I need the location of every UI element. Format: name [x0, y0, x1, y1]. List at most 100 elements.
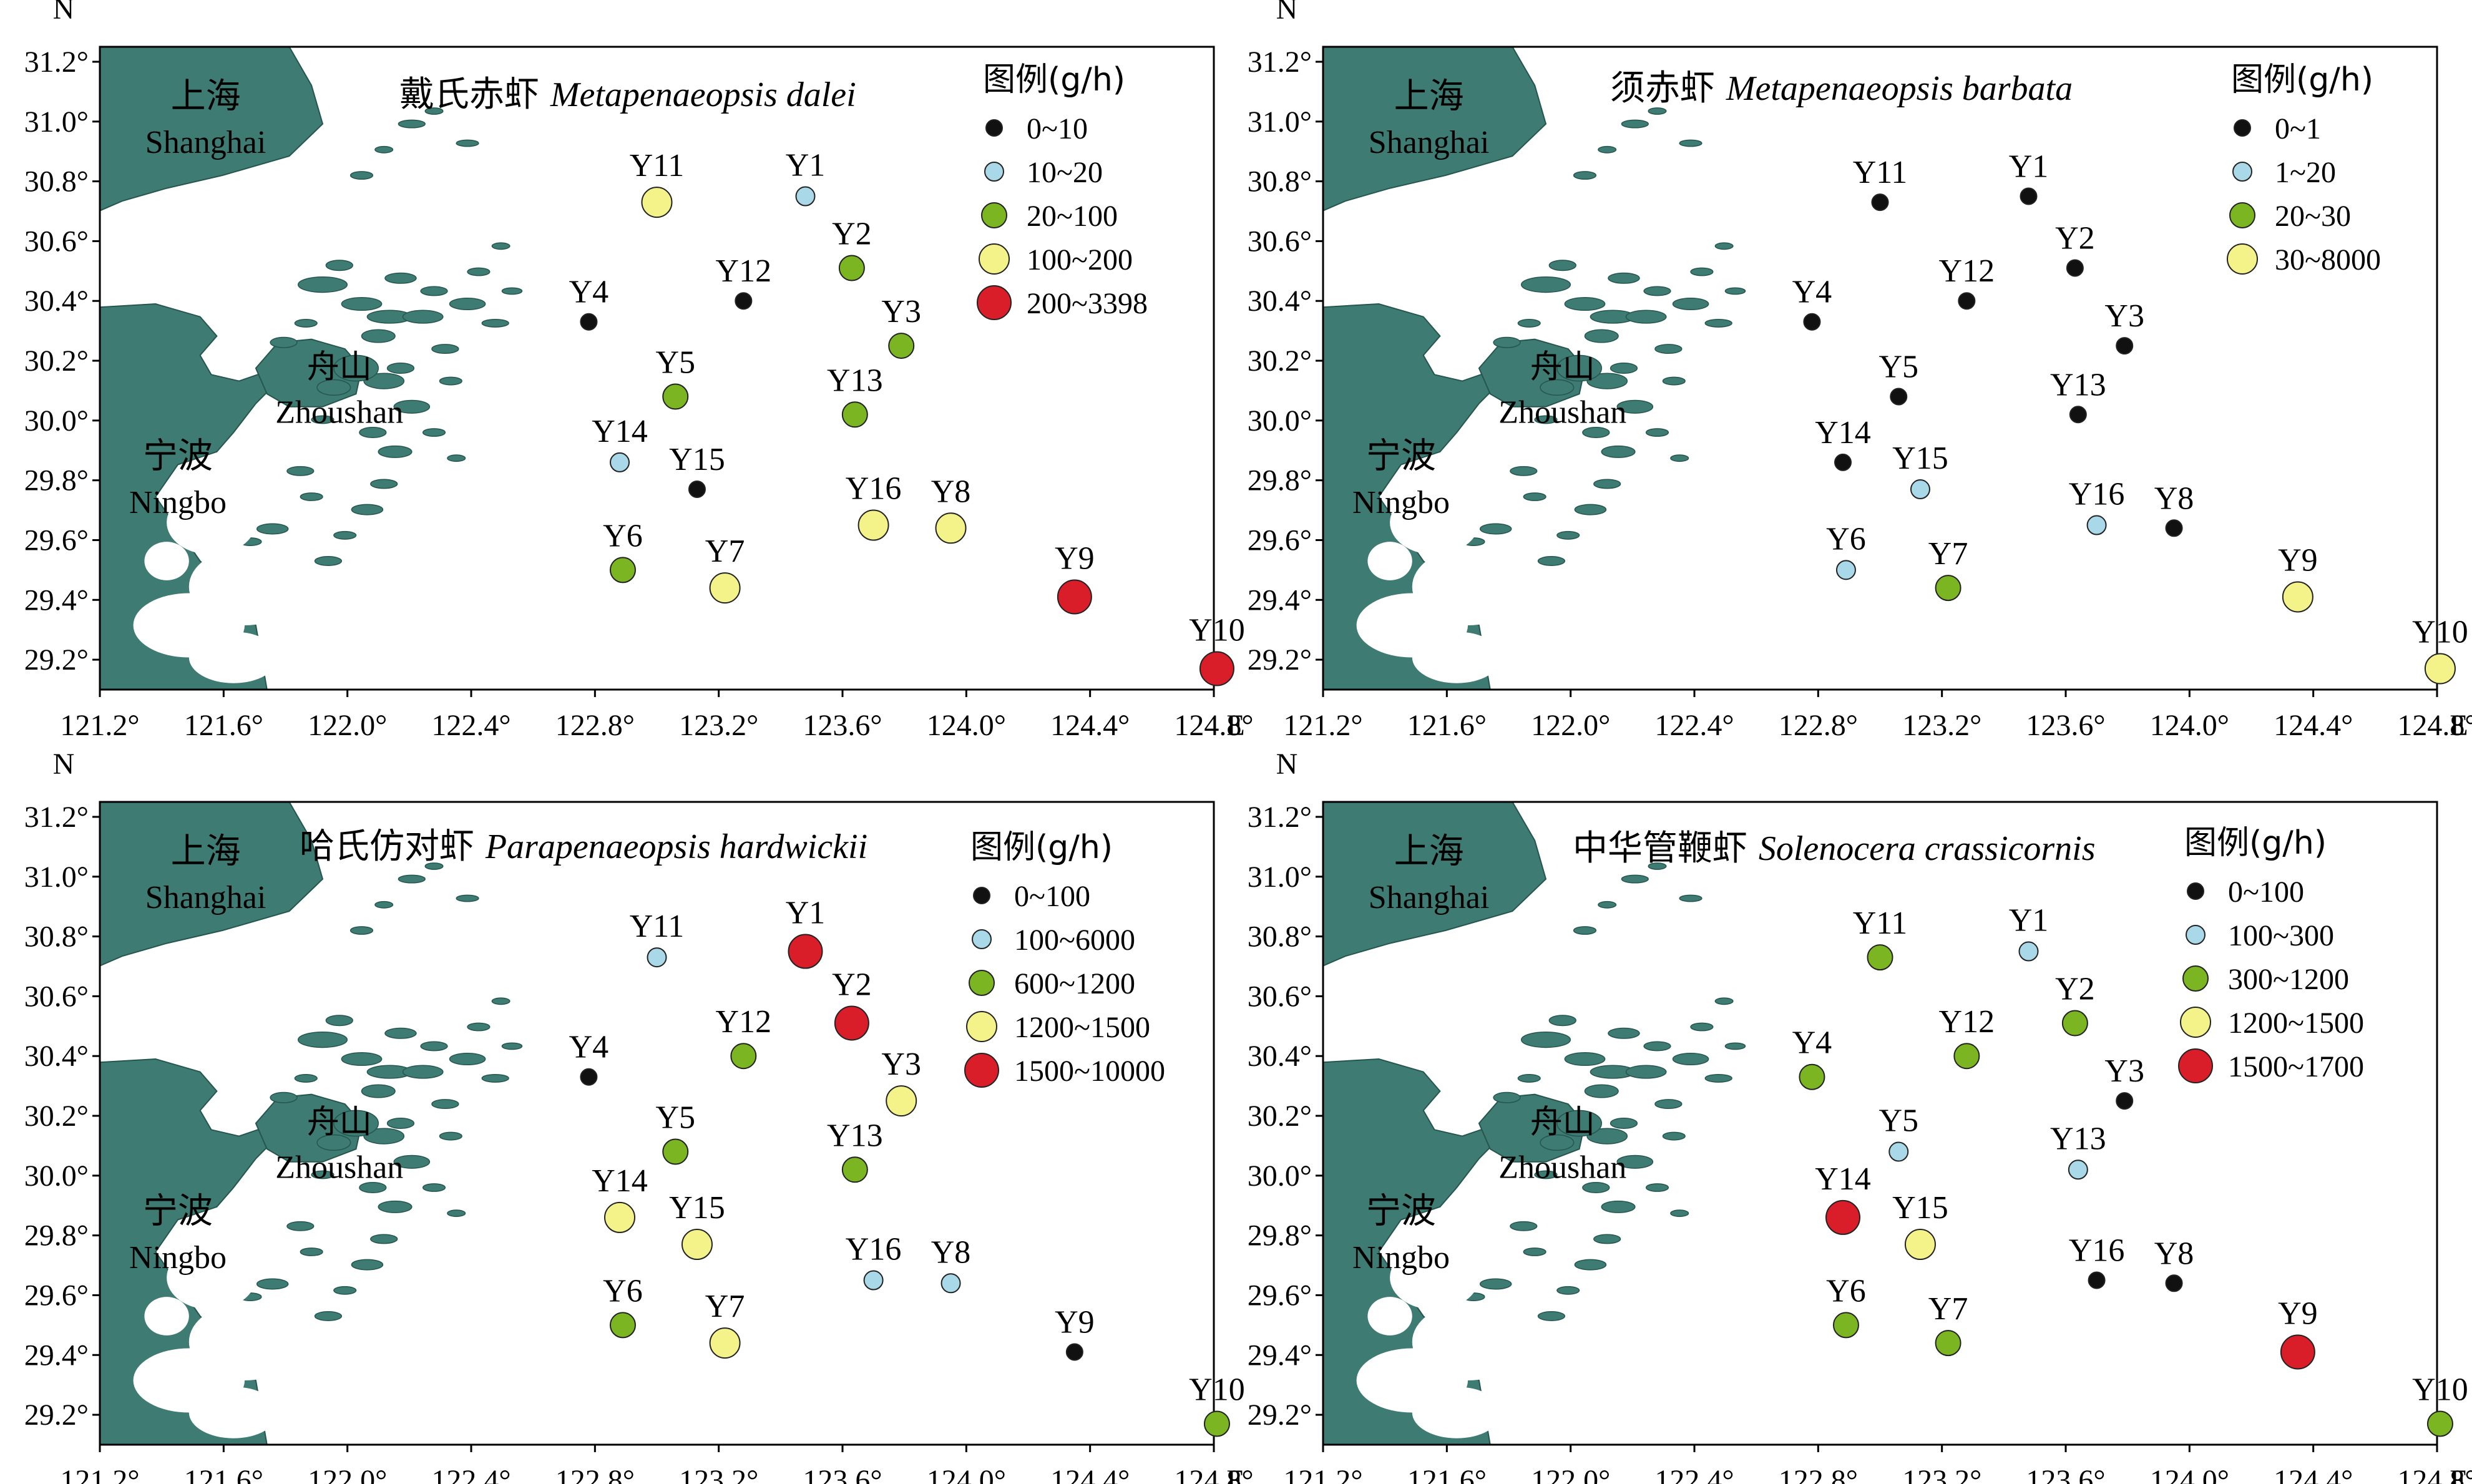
island — [311, 1170, 335, 1179]
island — [439, 1131, 462, 1141]
y-tick-label: 30.6° — [1248, 225, 1312, 258]
station-label-Y16: Y16 — [846, 1232, 902, 1267]
shanghai-land — [100, 802, 324, 967]
x-tick-label: 123.6° — [803, 709, 882, 742]
island — [481, 1073, 509, 1083]
station-marker-Y11 — [1867, 944, 1893, 971]
x-tick-label: 122.4° — [431, 1464, 511, 1484]
y-tick-label: 31.2° — [1248, 801, 1312, 834]
y-tick-label: 30.0° — [1248, 1159, 1312, 1193]
legend-label: 1200~1500 — [2228, 1007, 2364, 1040]
y-tick-label: 30.8° — [24, 165, 89, 198]
station-label-Y1: Y1 — [786, 148, 826, 183]
station-marker-Y1 — [788, 934, 823, 969]
island — [333, 530, 357, 540]
x-tick-label: 122.8° — [555, 1464, 635, 1484]
legend-label: 100~300 — [2228, 919, 2334, 952]
island — [1654, 344, 1683, 354]
station-marker-Y11 — [641, 187, 673, 218]
island — [1574, 1259, 1607, 1271]
island — [1517, 1073, 1541, 1083]
legend-label: 1500~1700 — [2228, 1050, 2364, 1083]
lowland-patch — [1367, 1297, 1412, 1335]
station-label-Y10: Y10 — [2412, 1372, 2468, 1407]
station-label-Y13: Y13 — [827, 1118, 883, 1153]
station-marker-Y4 — [580, 313, 598, 331]
island — [1662, 1131, 1686, 1141]
zhoushan-label-en: Zhoushan — [1498, 1150, 1626, 1186]
shanghai-label-en: Shanghai — [145, 880, 266, 915]
legend-label: 600~1200 — [1014, 967, 1135, 1000]
island — [286, 466, 315, 476]
island — [439, 376, 462, 386]
station-label-Y1: Y1 — [786, 896, 826, 931]
island — [447, 1209, 466, 1218]
zhoushan-label-en: Zhoushan — [275, 395, 403, 431]
station-marker-Y6 — [609, 1312, 636, 1339]
station-label-Y2: Y2 — [832, 217, 872, 252]
island — [300, 1247, 323, 1256]
x-tick-label: 124.0° — [2150, 1464, 2229, 1484]
station-marker-Y3 — [2116, 1092, 2134, 1110]
island — [398, 874, 426, 884]
station-label-Y15: Y15 — [1892, 1190, 1948, 1226]
y-tick-label: 29.6° — [1248, 524, 1312, 557]
station-label-Y8: Y8 — [2154, 481, 2194, 516]
legend-swatch-black — [973, 887, 990, 904]
station-marker-Y8 — [935, 512, 967, 544]
station-label-Y5: Y5 — [655, 345, 695, 381]
map-frame — [1322, 801, 2438, 1446]
island — [359, 427, 387, 438]
panel-title: 戴氏赤虾 Metapenaeopsis dalei — [399, 74, 856, 115]
x-tick-label: 124.4° — [2274, 1464, 2353, 1484]
x-tick-label: 122.4° — [1654, 709, 1734, 742]
island — [1608, 1027, 1640, 1039]
ningbo-label-cn: 宁波 — [143, 1191, 213, 1232]
x-tick-label: 123.6° — [2026, 709, 2105, 742]
island — [402, 1065, 444, 1079]
island — [393, 399, 431, 414]
title-latin: Metapenaeopsis barbata — [1726, 69, 2073, 108]
island — [311, 415, 335, 424]
island — [447, 454, 466, 462]
station-label-Y5: Y5 — [1878, 349, 1918, 385]
legend-label: 20~100 — [1027, 200, 1118, 233]
y-tick-label: 31.0° — [24, 861, 89, 894]
island — [1608, 272, 1640, 284]
x-tick-label: 124.8° — [2397, 709, 2472, 742]
island — [286, 1221, 315, 1231]
island — [300, 492, 323, 501]
zhoushan-label-cn: 舟山 — [1530, 348, 1595, 386]
station-marker-Y14 — [610, 452, 630, 472]
station-marker-Y15 — [688, 481, 706, 499]
island — [491, 242, 511, 250]
station-label-Y4: Y4 — [1792, 275, 1832, 310]
station-label-Y7: Y7 — [705, 1289, 745, 1324]
island — [1573, 926, 1597, 935]
island — [1493, 1091, 1521, 1103]
x-tick-label: 123.2° — [679, 709, 758, 742]
station-marker-Y10 — [1203, 1410, 1230, 1437]
island — [374, 145, 394, 154]
island — [361, 1084, 396, 1098]
station-marker-Y7 — [1935, 1330, 1961, 1357]
station-marker-Y14 — [604, 1201, 635, 1233]
lowland-patch — [1367, 542, 1412, 580]
legend-swatch-black — [2187, 882, 2204, 900]
legend-swatch-green — [981, 202, 1007, 228]
island — [1616, 399, 1654, 414]
x-tick-label: 124.4° — [1050, 1464, 1130, 1484]
x-tick-label: 121.2° — [1283, 709, 1362, 742]
y-tick-label: 30.4° — [1248, 285, 1312, 318]
legend-label: 1200~1500 — [1014, 1011, 1150, 1044]
title-latin: Metapenaeopsis dalei — [550, 76, 856, 114]
legend-title: 图例(g/h) — [983, 61, 1125, 99]
x-tick-label: 122.4° — [1654, 1464, 1734, 1484]
station-marker-Y13 — [2068, 1159, 2088, 1180]
legend-swatch-red — [977, 285, 1012, 320]
zhoushan-label-cn: 舟山 — [1530, 1103, 1595, 1141]
station-label-Y14: Y14 — [592, 414, 648, 449]
station-label-Y6: Y6 — [1826, 521, 1866, 557]
x-tick-label: 124.4° — [1050, 709, 1130, 742]
island — [1598, 145, 1617, 154]
